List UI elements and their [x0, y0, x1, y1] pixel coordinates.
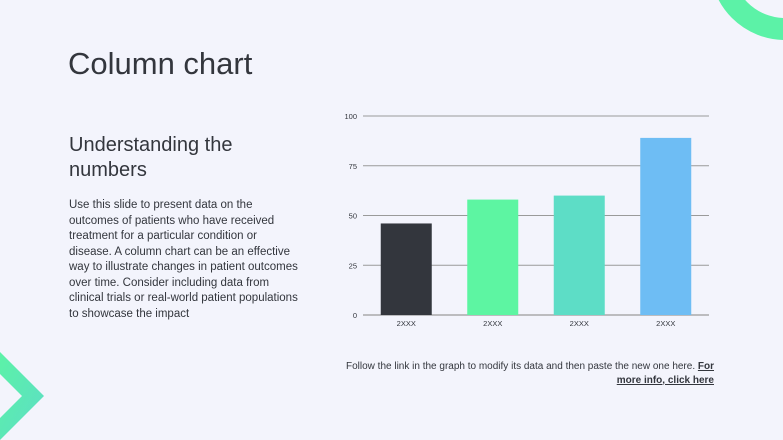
x-tick-label: 2XXX: [483, 319, 502, 328]
footnote: Follow the link in the graph to modify i…: [340, 360, 714, 387]
decorative-chevron-shape: [0, 352, 44, 440]
bar-3[interactable]: [553, 195, 605, 315]
y-tick-label: 75: [349, 162, 357, 171]
chart-canvas[interactable]: 0 25 50 75 100 2XXX 2XXX 2XXX 2XXX: [330, 100, 730, 340]
y-tick-label: 25: [349, 261, 357, 270]
bar-4[interactable]: [640, 137, 692, 315]
bar-2[interactable]: [467, 199, 519, 315]
slide-title: Column chart: [68, 46, 253, 81]
x-tick-label: 2XXX: [397, 319, 416, 328]
y-tick-label: 100: [344, 112, 357, 121]
footnote-text: Follow the link in the graph to modify i…: [346, 361, 696, 372]
more-info-link[interactable]: For more info, click here: [616, 361, 714, 386]
decorative-ring-shape: [710, 0, 783, 40]
section-subtitle: Understanding the numbers: [69, 134, 233, 181]
x-tick-label: 2XXX: [656, 319, 675, 328]
body-paragraph: Use this slide to present data on the ou…: [69, 199, 298, 320]
y-tick-label: 0: [353, 311, 357, 320]
bar-1[interactable]: [380, 223, 432, 315]
x-tick-label: 2XXX: [570, 319, 589, 328]
y-tick-label: 50: [349, 212, 357, 221]
column-chart[interactable]: 0 25 50 75 100 2XXX 2XXX 2XXX 2XXX: [330, 100, 730, 340]
